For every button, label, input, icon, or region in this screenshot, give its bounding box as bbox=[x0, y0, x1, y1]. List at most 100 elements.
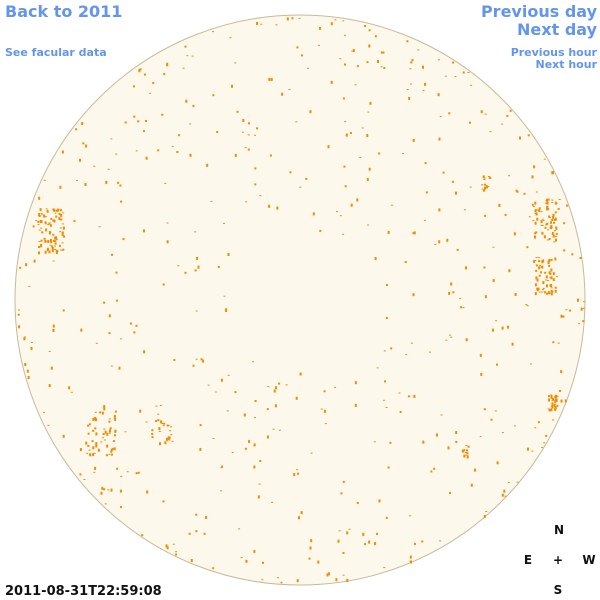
facula bbox=[421, 540, 424, 543]
facula bbox=[32, 225, 35, 228]
facula bbox=[538, 209, 541, 212]
facula bbox=[538, 266, 541, 270]
facula bbox=[350, 203, 353, 207]
facula bbox=[534, 221, 537, 225]
facula bbox=[430, 470, 433, 473]
facula bbox=[111, 453, 113, 456]
facula bbox=[30, 347, 33, 350]
facula bbox=[48, 384, 51, 388]
facula bbox=[113, 414, 116, 418]
facula bbox=[225, 309, 228, 312]
facula bbox=[47, 240, 50, 244]
facula bbox=[120, 200, 123, 203]
facula bbox=[470, 483, 473, 487]
solar-disk bbox=[14, 14, 586, 586]
facula bbox=[25, 263, 28, 267]
facula bbox=[49, 231, 52, 234]
facula bbox=[101, 486, 104, 490]
facula bbox=[450, 282, 453, 286]
facula bbox=[95, 419, 98, 421]
facula bbox=[95, 442, 98, 446]
facula bbox=[54, 212, 57, 214]
facula bbox=[385, 407, 388, 408]
facula bbox=[462, 307, 465, 309]
facula bbox=[309, 110, 312, 114]
next-day-link[interactable]: Next day bbox=[517, 20, 598, 39]
facula bbox=[516, 190, 519, 193]
facula bbox=[551, 199, 554, 201]
facula bbox=[62, 434, 65, 438]
facula bbox=[541, 260, 544, 264]
facula bbox=[579, 257, 582, 259]
facula bbox=[68, 386, 71, 390]
facula bbox=[256, 127, 259, 130]
facula bbox=[459, 297, 462, 299]
facula bbox=[152, 82, 155, 85]
facula bbox=[105, 180, 108, 184]
facula bbox=[538, 274, 541, 277]
facula bbox=[87, 424, 90, 427]
facula bbox=[535, 257, 538, 259]
facula bbox=[527, 134, 530, 137]
facula bbox=[163, 73, 166, 76]
facula bbox=[373, 441, 376, 443]
facula bbox=[167, 425, 170, 426]
facula bbox=[389, 441, 392, 444]
previous-day-link[interactable]: Previous day bbox=[481, 2, 598, 21]
facula bbox=[501, 123, 504, 125]
facula bbox=[92, 418, 95, 420]
next-hour-link[interactable]: Next hour bbox=[536, 58, 598, 71]
facula bbox=[398, 392, 401, 394]
facula bbox=[258, 483, 261, 485]
facula bbox=[536, 278, 539, 282]
facula bbox=[543, 291, 546, 293]
facula bbox=[54, 242, 57, 245]
facula bbox=[407, 395, 410, 398]
previous-hour-link[interactable]: Previous hour bbox=[511, 46, 598, 59]
facula bbox=[104, 503, 107, 505]
facula bbox=[169, 430, 172, 432]
facula bbox=[552, 234, 555, 238]
facula bbox=[61, 150, 64, 154]
facula bbox=[445, 339, 448, 341]
facula bbox=[158, 427, 161, 431]
facula bbox=[40, 213, 43, 215]
facula bbox=[564, 399, 567, 403]
facula bbox=[323, 390, 326, 393]
facula bbox=[484, 113, 487, 115]
facular-link[interactable]: See facular data bbox=[5, 46, 107, 59]
facula bbox=[109, 429, 111, 433]
facula bbox=[105, 454, 108, 457]
facula bbox=[462, 451, 465, 453]
facula bbox=[244, 147, 247, 149]
back-link[interactable]: Back to 2011 bbox=[5, 2, 122, 21]
facula bbox=[550, 289, 553, 292]
facula bbox=[177, 265, 180, 267]
facula bbox=[118, 366, 121, 370]
facula bbox=[223, 295, 226, 297]
facula bbox=[527, 447, 529, 451]
facula bbox=[55, 239, 58, 241]
facula bbox=[463, 454, 466, 458]
facula bbox=[352, 49, 355, 52]
facula bbox=[366, 61, 369, 64]
facula bbox=[113, 447, 116, 451]
facula bbox=[109, 427, 112, 430]
facula bbox=[280, 582, 283, 584]
facula bbox=[560, 370, 563, 374]
facula bbox=[465, 338, 468, 342]
facula bbox=[543, 442, 546, 444]
facula bbox=[112, 440, 115, 443]
facula bbox=[356, 198, 359, 202]
facula bbox=[422, 65, 424, 69]
facula bbox=[73, 219, 76, 222]
facula bbox=[171, 440, 174, 442]
facula bbox=[548, 238, 551, 240]
facula bbox=[253, 549, 256, 553]
facula bbox=[43, 412, 45, 414]
facula bbox=[119, 184, 122, 187]
facula bbox=[295, 121, 298, 123]
facula bbox=[444, 75, 447, 77]
facula bbox=[176, 151, 179, 153]
facula bbox=[189, 153, 192, 157]
